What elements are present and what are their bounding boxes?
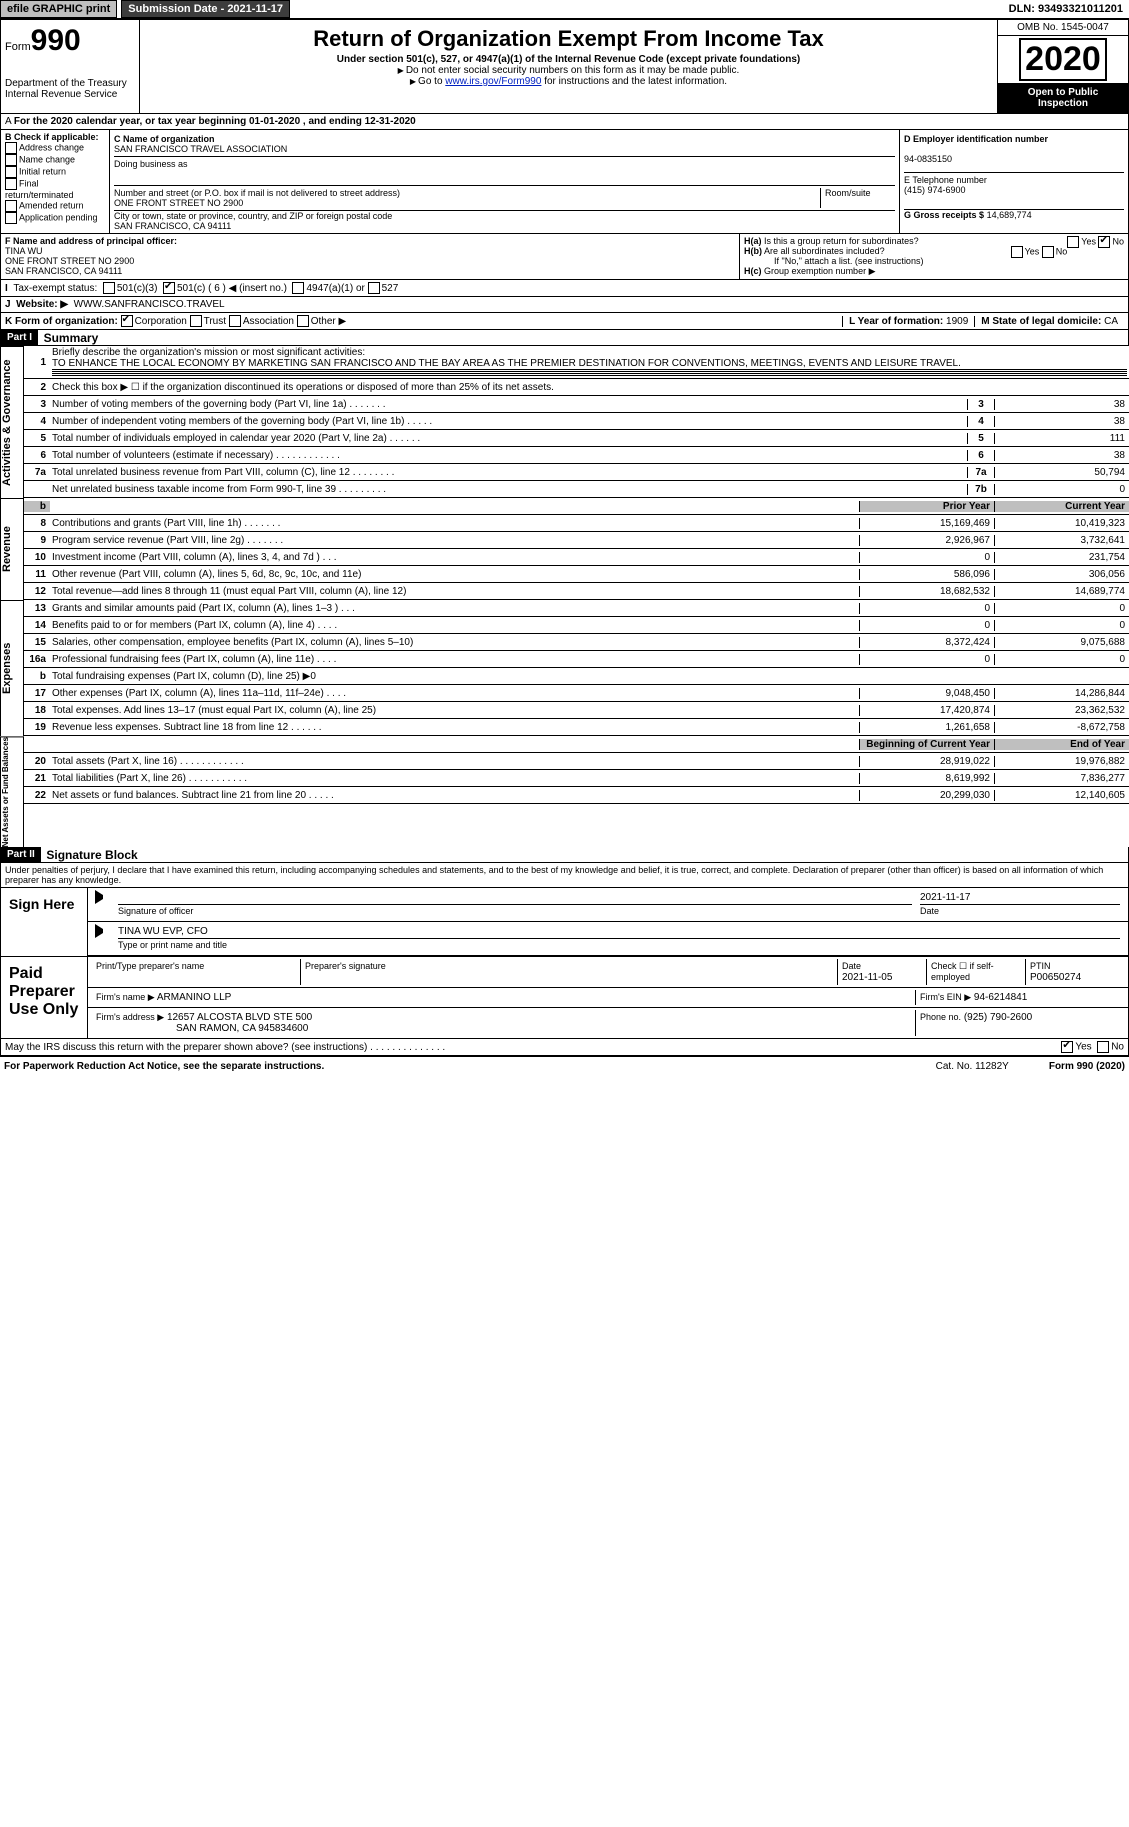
line-20: 20Total assets (Part X, line 16) . . . .… bbox=[24, 753, 1129, 770]
mission: TO ENHANCE THE LOCAL ECONOMY BY MARKETIN… bbox=[52, 358, 1127, 370]
omb-number: OMB No. 1545-0047 bbox=[998, 20, 1128, 36]
section-f-h: F Name and address of principal officer:… bbox=[0, 234, 1129, 280]
efile-badge: efile GRAPHIC print bbox=[0, 0, 117, 18]
form-number: Form990 bbox=[5, 24, 135, 58]
line-18: 18Total expenses. Add lines 13–17 (must … bbox=[24, 702, 1129, 719]
part1-netassets: Net Assets or Fund Balances Beginning of… bbox=[0, 736, 1129, 847]
part1-governance: Activities & Governance 1Briefly describ… bbox=[0, 346, 1129, 498]
note-ssn: Do not enter social security numbers on … bbox=[144, 65, 993, 76]
form-subtitle: Under section 501(c), 527, or 4947(a)(1)… bbox=[144, 54, 993, 65]
line-8: 8Contributions and grants (Part VIII, li… bbox=[24, 515, 1129, 532]
part1-expenses: Expenses 13Grants and similar amounts pa… bbox=[0, 600, 1129, 736]
ein: 94-0835150 bbox=[904, 154, 952, 164]
line-21: 21Total liabilities (Part X, line 26) . … bbox=[24, 770, 1129, 787]
org-name: SAN FRANCISCO TRAVEL ASSOCIATION bbox=[114, 144, 287, 154]
form-title: Return of Organization Exempt From Incom… bbox=[144, 26, 993, 52]
line-12: 12Total revenue—add lines 8 through 11 (… bbox=[24, 583, 1129, 600]
tax-year-line: For the 2020 calendar year, or tax year … bbox=[14, 116, 416, 127]
top-banner: efile GRAPHIC print Submission Date - 20… bbox=[0, 0, 1129, 19]
ptin: P00650274 bbox=[1030, 972, 1081, 983]
line-b: bTotal fundraising expenses (Part IX, co… bbox=[24, 668, 1129, 685]
line-4: 4Number of independent voting members of… bbox=[24, 413, 1129, 430]
phone: (415) 974-6900 bbox=[904, 185, 966, 195]
line-7a: 7aTotal unrelated business revenue from … bbox=[24, 464, 1129, 481]
open-inspection: Open to Public Inspection bbox=[998, 83, 1128, 113]
line-3: 3Number of voting members of the governi… bbox=[24, 396, 1129, 413]
line-14: 14Benefits paid to or for members (Part … bbox=[24, 617, 1129, 634]
line-15: 15Salaries, other compensation, employee… bbox=[24, 634, 1129, 651]
line-i: I Tax-exempt status: 501(c)(3) 501(c) ( … bbox=[0, 280, 1129, 297]
line-19: 19Revenue less expenses. Subtract line 1… bbox=[24, 719, 1129, 736]
line-j: J Website: ▶ WWW.SANFRANCISCO.TRAVEL bbox=[0, 297, 1129, 313]
form-header: Form990 Department of the Treasury Inter… bbox=[0, 19, 1129, 114]
line-13: 13Grants and similar amounts paid (Part … bbox=[24, 600, 1129, 617]
officer-name: TINA WU bbox=[5, 246, 43, 256]
part2-header: Part II Signature Block bbox=[0, 847, 1129, 863]
line-11: 11Other revenue (Part VIII, column (A), … bbox=[24, 566, 1129, 583]
irs-link[interactable]: www.irs.gov/Form990 bbox=[445, 76, 541, 87]
section-b-through-g: B Check if applicable: Address change Na… bbox=[0, 130, 1129, 234]
paid-preparer-block: Paid Preparer Use Only Print/Type prepar… bbox=[0, 957, 1129, 1039]
tax-year: 2020 bbox=[1019, 38, 1107, 81]
note-link: Go to www.irs.gov/Form990 for instructio… bbox=[144, 76, 993, 87]
line-7b: Net unrelated business taxable income fr… bbox=[24, 481, 1129, 498]
org-address: ONE FRONT STREET NO 2900 bbox=[114, 198, 243, 208]
gross-receipts: 14,689,774 bbox=[987, 210, 1032, 220]
line-k-l-m: K Form of organization: Corporation Trus… bbox=[0, 313, 1129, 330]
line-22: 22Net assets or fund balances. Subtract … bbox=[24, 787, 1129, 804]
officer-printed: TINA WU EVP, CFO bbox=[118, 926, 208, 937]
part1-header: Part I Summary bbox=[0, 330, 1129, 346]
dln-label: DLN: 93493321011201 bbox=[1003, 1, 1129, 17]
dept-label: Department of the Treasury Internal Reve… bbox=[5, 78, 135, 100]
line-6: 6Total number of volunteers (estimate if… bbox=[24, 447, 1129, 464]
page-footer: For Paperwork Reduction Act Notice, see … bbox=[0, 1056, 1129, 1076]
firm-name: ARMANINO LLP bbox=[157, 992, 231, 1003]
line-10: 10Investment income (Part VIII, column (… bbox=[24, 549, 1129, 566]
line-9: 9Program service revenue (Part VIII, lin… bbox=[24, 532, 1129, 549]
discuss-line: May the IRS discuss this return with the… bbox=[0, 1039, 1129, 1056]
org-city: SAN FRANCISCO, CA 94111 bbox=[114, 221, 231, 231]
part1-revenue: Revenue bPrior YearCurrent Year 8Contrib… bbox=[0, 498, 1129, 600]
declaration: Under penalties of perjury, I declare th… bbox=[0, 863, 1129, 888]
submission-date-badge: Submission Date - 2021-11-17 bbox=[121, 0, 290, 18]
line-17: 17Other expenses (Part IX, column (A), l… bbox=[24, 685, 1129, 702]
b-label: B Check if applicable: bbox=[5, 132, 105, 142]
line-5: 5Total number of individuals employed in… bbox=[24, 430, 1129, 447]
sign-here-block: Sign Here Signature of officer2021-11-17… bbox=[0, 888, 1129, 957]
website: WWW.SANFRANCISCO.TRAVEL bbox=[74, 299, 225, 310]
line-16a: 16aProfessional fundraising fees (Part I… bbox=[24, 651, 1129, 668]
